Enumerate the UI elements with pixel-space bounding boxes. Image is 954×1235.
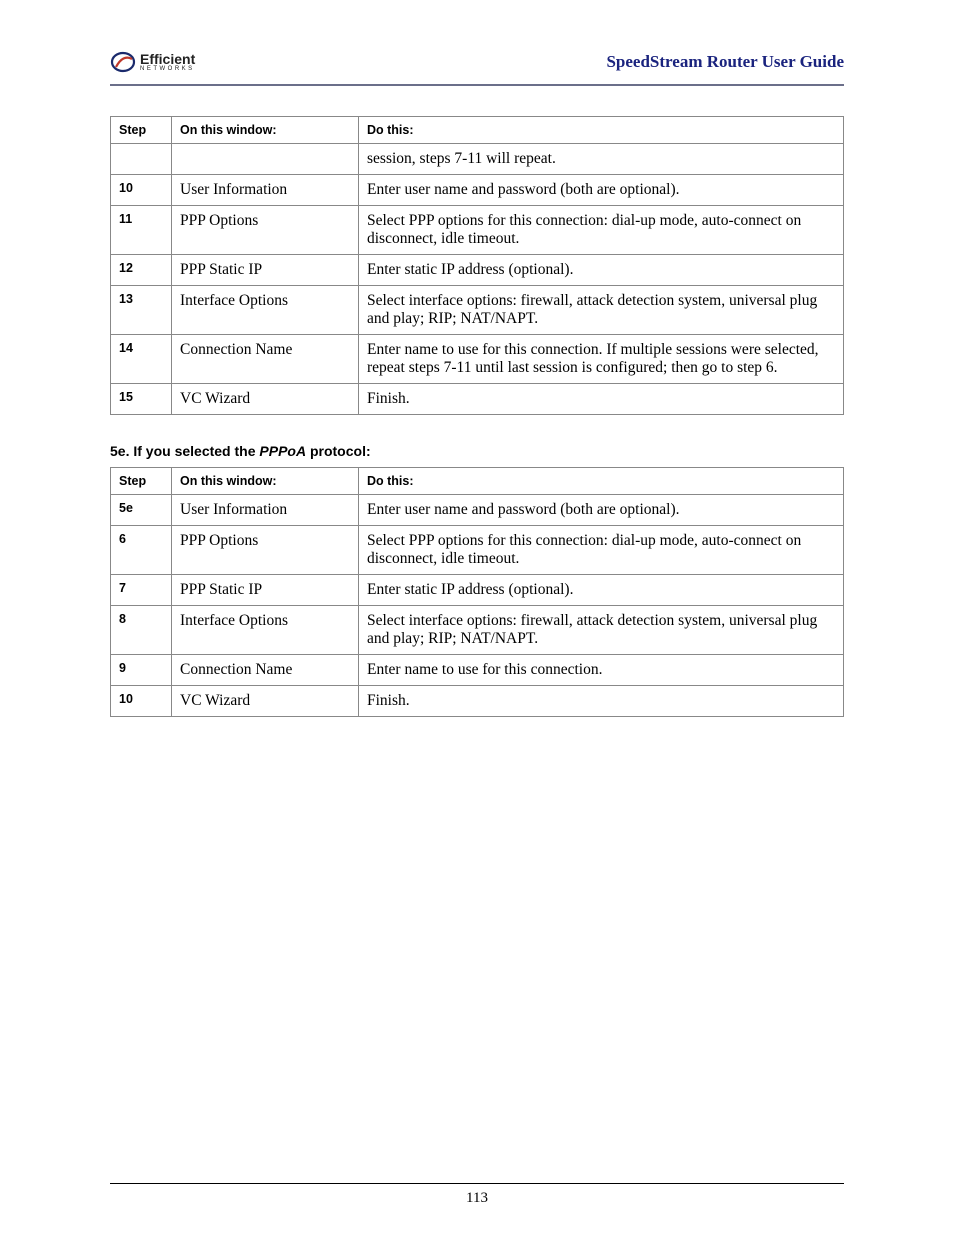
table-row: 13 Interface Options Select interface op… [111,286,844,335]
logo-sub-text: NETWORKS [140,66,195,72]
page-header: Efficient NETWORKS SpeedStream Router Us… [110,50,844,86]
do-cell: Select interface options: firewall, atta… [359,606,844,655]
window-cell: VC Wizard [172,384,359,415]
table-row: 6 PPP Options Select PPP options for thi… [111,526,844,575]
do-cell: Enter user name and password (both are o… [359,175,844,206]
window-cell: Interface Options [172,606,359,655]
table-row: 14 Connection Name Enter name to use for… [111,335,844,384]
step-cell: 12 [111,255,172,286]
step-cell [111,144,172,175]
step-cell: 13 [111,286,172,335]
heading-prefix: 5e. If you selected the [110,443,259,459]
guide-title: SpeedStream Router User Guide [606,52,844,72]
page: Efficient NETWORKS SpeedStream Router Us… [0,0,954,1235]
step-cell: 11 [111,206,172,255]
do-cell: Enter static IP address (optional). [359,575,844,606]
col-do-header: Do this: [359,468,844,495]
table-row: session, steps 7-11 will repeat. [111,144,844,175]
table-row: 10 User Information Enter user name and … [111,175,844,206]
table-row: 7 PPP Static IP Enter static IP address … [111,575,844,606]
col-do-header: Do this: [359,117,844,144]
window-cell [172,144,359,175]
logo: Efficient NETWORKS [110,50,195,74]
step-cell: 7 [111,575,172,606]
step-cell: 14 [111,335,172,384]
table-header-row: Step On this window: Do this: [111,117,844,144]
page-footer: 113 [110,1183,844,1207]
do-cell: Select interface options: firewall, atta… [359,286,844,335]
table-row: 12 PPP Static IP Enter static IP address… [111,255,844,286]
do-cell: Enter user name and password (both are o… [359,495,844,526]
logo-main-text: Efficient [140,52,195,66]
steps-table-1: Step On this window: Do this: session, s… [110,116,844,415]
window-cell: VC Wizard [172,686,359,717]
window-cell: Connection Name [172,655,359,686]
table-row: 11 PPP Options Select PPP options for th… [111,206,844,255]
logo-text: Efficient NETWORKS [140,52,195,72]
window-cell: PPP Static IP [172,575,359,606]
step-cell: 10 [111,175,172,206]
window-cell: PPP Static IP [172,255,359,286]
col-step-header: Step [111,117,172,144]
window-cell: User Information [172,495,359,526]
step-cell: 5e [111,495,172,526]
steps-table-2: Step On this window: Do this: 5e User In… [110,467,844,717]
logo-icon [110,50,136,74]
table-row: 15 VC Wizard Finish. [111,384,844,415]
section-heading: 5e. If you selected the PPPoA protocol: [110,443,844,459]
table-row: 8 Interface Options Select interface opt… [111,606,844,655]
window-cell: User Information [172,175,359,206]
do-cell: Select PPP options for this connection: … [359,206,844,255]
col-step-header: Step [111,468,172,495]
window-cell: PPP Options [172,526,359,575]
table-row: 9 Connection Name Enter name to use for … [111,655,844,686]
step-cell: 15 [111,384,172,415]
page-number: 113 [466,1190,488,1206]
do-cell: session, steps 7-11 will repeat. [359,144,844,175]
do-cell: Finish. [359,384,844,415]
heading-suffix: protocol: [306,443,371,459]
col-window-header: On this window: [172,117,359,144]
heading-protocol: PPPoA [259,443,306,459]
do-cell: Enter static IP address (optional). [359,255,844,286]
do-cell: Select PPP options for this connection: … [359,526,844,575]
step-cell: 9 [111,655,172,686]
table-header-row: Step On this window: Do this: [111,468,844,495]
window-cell: PPP Options [172,206,359,255]
do-cell: Enter name to use for this connection. [359,655,844,686]
table-row: 5e User Information Enter user name and … [111,495,844,526]
do-cell: Finish. [359,686,844,717]
window-cell: Interface Options [172,286,359,335]
step-cell: 10 [111,686,172,717]
do-cell: Enter name to use for this connection. I… [359,335,844,384]
table-row: 10 VC Wizard Finish. [111,686,844,717]
col-window-header: On this window: [172,468,359,495]
step-cell: 8 [111,606,172,655]
window-cell: Connection Name [172,335,359,384]
step-cell: 6 [111,526,172,575]
